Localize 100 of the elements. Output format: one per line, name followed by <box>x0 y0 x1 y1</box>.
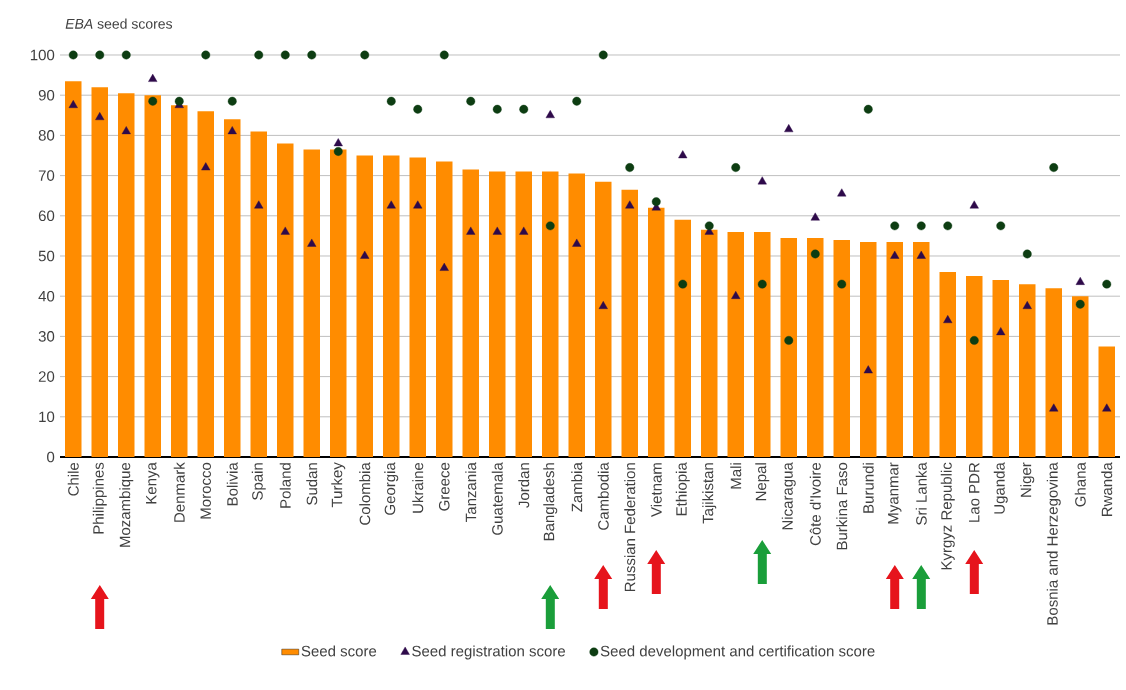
x-tick-label: Mozambique <box>119 462 134 547</box>
bar <box>727 231 744 457</box>
x-tick-label: Mali <box>730 463 742 489</box>
bar <box>515 171 532 457</box>
x-tick-label: Vietnam <box>650 463 662 517</box>
point <box>969 200 979 209</box>
point <box>837 188 847 197</box>
point <box>280 226 290 235</box>
point <box>201 162 211 171</box>
bar <box>462 169 479 457</box>
x-tick-label: Poland <box>279 463 291 508</box>
point <box>1022 301 1032 309</box>
point <box>1102 403 1112 412</box>
bar <box>489 171 506 457</box>
x-tick-label: Philippines <box>92 462 107 534</box>
x-tick-label: Tajikistan <box>702 463 717 524</box>
x-tick-label: Colombia <box>359 462 371 525</box>
bar <box>568 173 585 457</box>
point <box>307 238 317 247</box>
x-tick-label: Ukraine <box>412 462 424 513</box>
bar <box>754 231 771 457</box>
bar <box>913 241 930 457</box>
bar <box>171 105 188 457</box>
x-tick-label: Russian Federation <box>624 463 636 592</box>
point <box>572 96 582 106</box>
point <box>68 50 78 60</box>
x-tick-label: Turkey <box>331 462 346 508</box>
bar <box>807 237 824 457</box>
point <box>148 96 158 106</box>
y-tick-label: 100 <box>30 49 55 61</box>
point <box>466 226 476 235</box>
point <box>863 365 873 374</box>
point <box>678 150 688 159</box>
point <box>890 250 900 259</box>
point <box>386 96 396 106</box>
bar <box>701 229 718 457</box>
point <box>307 50 317 60</box>
point <box>757 176 767 185</box>
point <box>598 301 608 309</box>
point <box>969 336 979 345</box>
point <box>227 96 237 106</box>
x-tick-label: Lao PDR <box>969 462 980 522</box>
point <box>1049 403 1059 412</box>
bar <box>250 131 267 457</box>
bar <box>780 237 797 457</box>
point <box>280 50 290 60</box>
point <box>466 96 476 106</box>
point <box>201 50 211 60</box>
bar <box>621 189 638 457</box>
bar <box>1072 296 1089 457</box>
point <box>625 163 635 172</box>
point <box>360 50 370 60</box>
point <box>439 262 449 271</box>
x-tick-label: Spain <box>251 463 266 500</box>
bar <box>197 111 214 457</box>
point <box>333 138 343 147</box>
bar <box>542 171 559 457</box>
point <box>731 163 741 172</box>
x-tick-label: Tanzania <box>465 462 477 522</box>
x-tick-label: Kenya <box>146 462 160 504</box>
x-tick-label: Chile <box>67 462 79 496</box>
bar <box>65 81 82 457</box>
x-tick-label: Morocco <box>200 462 211 519</box>
bar <box>1045 288 1062 457</box>
point <box>678 279 688 289</box>
point <box>95 50 105 60</box>
point <box>545 221 555 231</box>
point <box>1102 279 1112 289</box>
x-tick-label: Kyrgyz Republic <box>940 462 955 570</box>
x-tick-label: Uganda <box>993 462 1008 514</box>
legend-label: Seed development and certification score <box>600 645 875 660</box>
point <box>121 126 131 135</box>
point <box>704 221 714 231</box>
point <box>360 250 370 259</box>
point <box>254 200 264 209</box>
y-tick-label: 50 <box>38 250 55 262</box>
point <box>519 104 529 114</box>
y-axis-title: EBA seed scores <box>65 18 173 29</box>
bar <box>1019 284 1036 457</box>
x-tick-label: Cambodia <box>597 462 609 530</box>
bar <box>992 280 1009 457</box>
bar <box>277 143 294 457</box>
point <box>1049 163 1059 172</box>
point <box>625 200 635 209</box>
y-tick-label: 0 <box>47 451 55 463</box>
point <box>996 327 1006 336</box>
bar <box>833 239 850 457</box>
point <box>492 104 502 114</box>
point <box>386 200 396 209</box>
point <box>519 226 529 235</box>
point <box>731 291 741 299</box>
x-tick-label: Burundi <box>862 463 874 513</box>
legend-label: Seed registration score <box>412 645 566 660</box>
x-tick-label: Jordan <box>518 463 530 508</box>
point <box>943 221 953 231</box>
point <box>916 221 926 231</box>
point <box>174 96 184 106</box>
bar <box>330 149 347 457</box>
bar <box>1098 346 1115 457</box>
point <box>757 279 767 289</box>
